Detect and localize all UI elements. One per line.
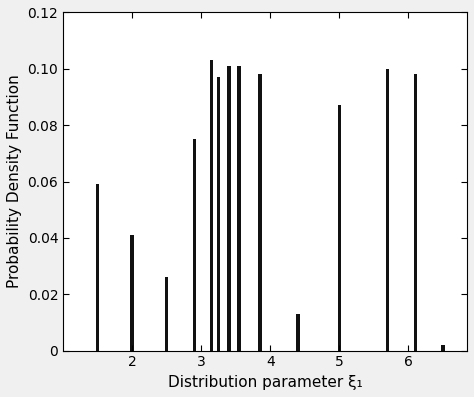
Bar	[386, 69, 389, 351]
Bar	[217, 77, 220, 351]
X-axis label: Distribution parameter ξ₁: Distribution parameter ξ₁	[168, 375, 363, 390]
Bar	[96, 184, 100, 351]
Bar	[441, 345, 445, 351]
Bar	[413, 75, 417, 351]
Bar	[192, 139, 196, 351]
Bar	[227, 66, 230, 351]
Bar	[337, 106, 341, 351]
Bar	[210, 60, 213, 351]
Bar	[237, 66, 241, 351]
Bar	[258, 75, 262, 351]
Bar	[165, 278, 168, 351]
Y-axis label: Probability Density Function: Probability Density Function	[7, 75, 22, 288]
Bar	[130, 235, 134, 351]
Bar	[296, 314, 300, 351]
